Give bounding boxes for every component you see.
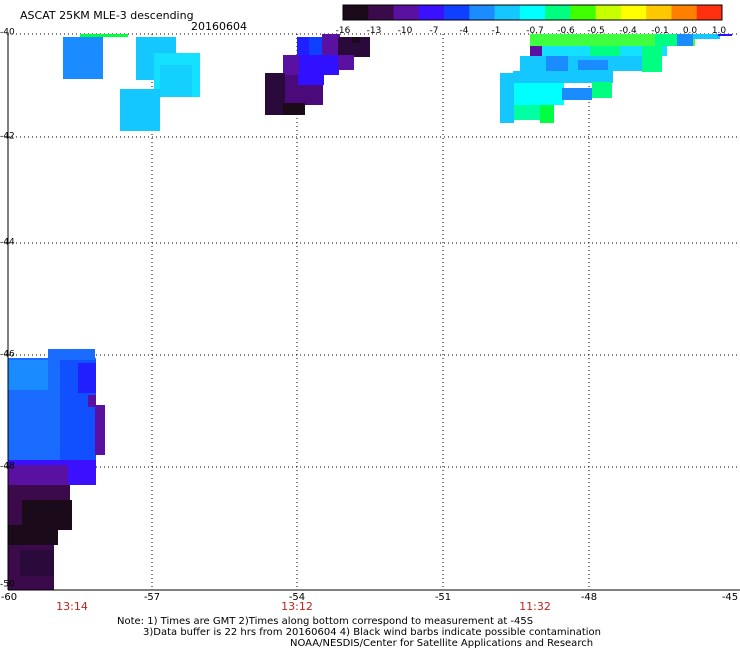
lon-label-5: -45 [721,592,739,603]
axis-ticks [4,34,740,591]
lon-label-2: -54 [288,592,306,603]
pass-time-1: 13:12 [281,600,313,613]
note-line-1: Note: 1) Times are GMT 2)Times along bot… [117,616,534,627]
data-cluster-n [265,34,370,115]
note-line-3: NOAA/NESDIS/Center for Satellite Applica… [290,638,594,649]
lon-label-4: -48 [580,592,598,603]
pass-time-2: 11:32 [519,600,551,613]
lon-label-3: -51 [434,592,452,603]
lat-label-3: -46 [0,349,15,360]
lat-label-5: -50 [0,579,15,590]
lon-label-1: -57 [143,592,161,603]
colorbar-label-0: -16 [335,26,351,36]
note-line-2: 3)Data buffer is 22 hrs from 20160604 4)… [143,627,601,638]
colorbar-label-12: 1.0 [711,26,727,36]
lat-label-4: -48 [0,461,15,472]
lat-label-2: -44 [0,237,15,248]
chart-title: ASCAT 25KM MLE-3 descending [20,9,194,22]
lat-label-1: -42 [0,131,15,142]
pass-time-0: 13:14 [56,600,88,613]
map-gridlines [8,33,740,590]
data-cluster-nw [63,34,200,131]
colorbar-label-1: -13 [366,26,382,36]
colorbar-label-3: -7 [429,26,439,36]
chart-date: 20160604 [191,20,247,33]
colorbar-label-6: -0.7 [526,26,544,36]
colorbar-label-10: -0.1 [651,26,669,36]
colorbar-label-4: -4 [459,26,469,36]
data-cluster-sw [8,349,105,590]
colorbar-label-9: -0.4 [619,26,637,36]
data-cluster-ne [500,34,720,123]
colorbar-label-7: -0.6 [557,26,575,36]
lat-label-0: -40 [0,27,15,38]
colorbar-label-2: -10 [397,26,413,36]
colorbar-label-11: 0.0 [682,26,698,36]
colorbar-label-8: -0.5 [587,26,605,36]
colorbar-label-5: -1 [491,26,501,36]
lon-label-0: -60 [0,592,18,603]
